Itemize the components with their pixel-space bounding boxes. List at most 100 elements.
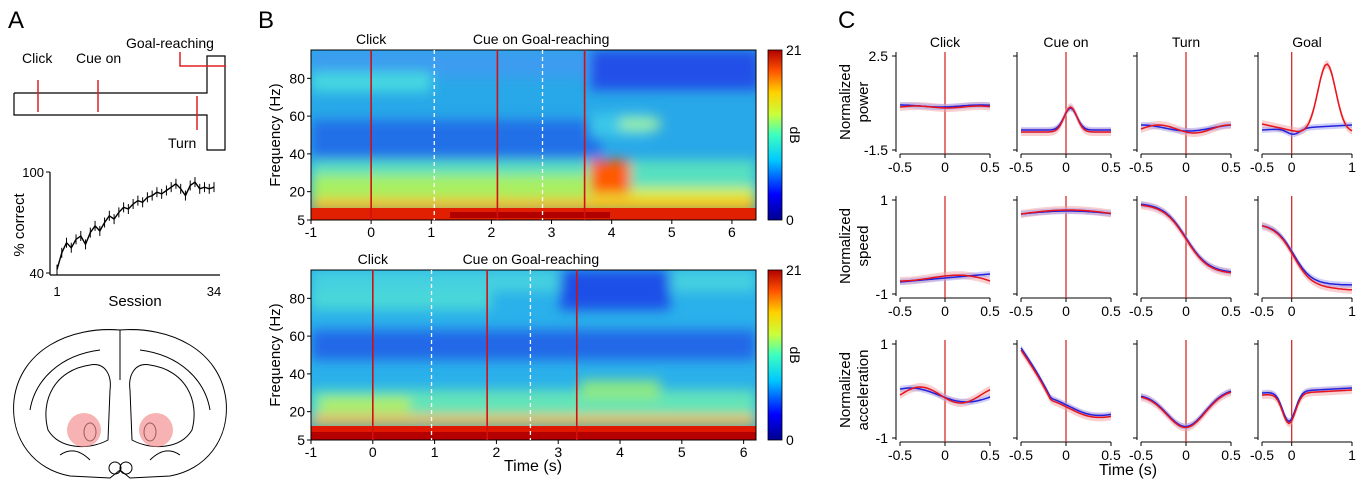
xtick-label: 0 bbox=[1288, 447, 1296, 463]
xtick-label: -0.5 bbox=[1129, 159, 1153, 175]
xtick-label: 0 bbox=[941, 303, 949, 319]
blue-ci-band bbox=[1141, 388, 1231, 430]
subplot-r2-c0: 1 -1-0.5 0 0.5 bbox=[876, 336, 1000, 463]
red-series-line bbox=[899, 105, 991, 109]
xtick-label: 0.5 bbox=[1101, 159, 1121, 175]
xtick-label: 0 bbox=[1288, 303, 1296, 319]
red-series-line bbox=[899, 386, 991, 404]
xtick-label: 2 bbox=[493, 444, 501, 460]
xtick-label: -0.5 bbox=[1129, 303, 1153, 319]
panel-a: A Click Cue on Goal-reaching Turn 100 40… bbox=[8, 7, 227, 479]
xtick-label: 0.5 bbox=[1101, 303, 1121, 319]
ylabel: Frequency (Hz) bbox=[267, 83, 284, 186]
row-label-line2: speed bbox=[855, 226, 872, 267]
lc-xtick-first: 1 bbox=[53, 284, 60, 299]
lc-ytick-bottom: 40 bbox=[30, 266, 44, 281]
maze-label-cue: Cue on bbox=[76, 50, 121, 66]
subplot-r0-c1: -0.5 0 0.5 bbox=[1009, 52, 1121, 175]
xtick-label: 3 bbox=[548, 224, 556, 240]
subplot-r1-c2: -0.5 0 0.5 bbox=[1129, 196, 1241, 319]
xtick-label: 5 bbox=[678, 444, 686, 460]
xtick-label: 1 bbox=[431, 444, 439, 460]
xtick-label: 0 bbox=[1182, 303, 1190, 319]
subplot-r0-c0: 2.5 -1.5-0.5 0 0.5 bbox=[864, 48, 1000, 175]
colorbar-min: 0 bbox=[786, 432, 794, 448]
xtick-label: 0.5 bbox=[980, 159, 1000, 175]
subplot-r0-c3: -0.5 0 1 bbox=[1250, 52, 1356, 175]
colorbar-max: 21 bbox=[786, 262, 802, 278]
ytick-label: 40 bbox=[289, 366, 305, 382]
xtick-label: 5 bbox=[668, 224, 676, 240]
colorbar bbox=[767, 269, 783, 441]
xtick-label: 0 bbox=[369, 444, 377, 460]
panel-b-letter: B bbox=[258, 7, 274, 34]
learning-curve: 100 40 1 34 Session % correct bbox=[11, 165, 221, 310]
maze-label-goal: Goal-reaching bbox=[126, 35, 214, 51]
xtick-label: 1 bbox=[1348, 303, 1356, 319]
xtick-label: 0 bbox=[1062, 303, 1070, 319]
panel-b: B bbox=[258, 7, 803, 475]
xtick-label: -0.5 bbox=[1009, 447, 1033, 463]
ytick-top: 1 bbox=[880, 192, 888, 208]
row-label-line1: Normalized bbox=[837, 208, 854, 284]
xtick-label: 0 bbox=[1062, 447, 1070, 463]
subplot-r1-c1: -0.5 0 0.5 bbox=[1009, 196, 1121, 319]
red-series-line bbox=[1020, 349, 1112, 419]
ytick-label: 20 bbox=[289, 184, 305, 200]
column-header: Click bbox=[930, 34, 961, 50]
xtick-label: -0.5 bbox=[1009, 303, 1033, 319]
red-series-line bbox=[1140, 204, 1232, 274]
maze-diagram bbox=[13, 52, 226, 151]
xtick-label: -0.5 bbox=[888, 159, 912, 175]
xtick-label: 6 bbox=[728, 224, 736, 240]
xtick-label: 0.5 bbox=[980, 447, 1000, 463]
xtick-label: 0.5 bbox=[1221, 303, 1241, 319]
event-label: Goal-reaching bbox=[521, 31, 609, 47]
red-series-line bbox=[1261, 63, 1353, 133]
row-label-line1: Normalized bbox=[837, 64, 854, 140]
panel-c-letter: C bbox=[838, 7, 855, 34]
row-label-line1: Normalized bbox=[837, 352, 854, 428]
xtick-label: 2 bbox=[488, 224, 496, 240]
ytick-bottom: -1.5 bbox=[864, 142, 888, 158]
subplot-r1-c3: -0.5 0 1 bbox=[1250, 196, 1356, 319]
column-header: Cue on bbox=[1043, 34, 1088, 50]
maze-label-turn: Turn bbox=[168, 135, 196, 151]
red-series-line bbox=[1021, 106, 1111, 133]
event-label: Cue on bbox=[463, 251, 508, 267]
xtick-label: 0 bbox=[367, 224, 375, 240]
xtick-label: -0.5 bbox=[1129, 447, 1153, 463]
colorbar-label: dB bbox=[787, 126, 803, 143]
blue-ci-band bbox=[1021, 345, 1111, 419]
ytick-bottom: -1 bbox=[876, 286, 889, 302]
colorbar bbox=[767, 49, 783, 221]
ytick-top: 1 bbox=[880, 336, 888, 352]
xtick-label: 3 bbox=[554, 444, 562, 460]
xtick-label: 1 bbox=[427, 224, 435, 240]
maze-label-click: Click bbox=[22, 50, 53, 66]
xtick-label: 0.5 bbox=[980, 303, 1000, 319]
colorbar-max: 21 bbox=[786, 42, 802, 58]
red-series-line bbox=[1140, 391, 1232, 429]
xtick-label: -0.5 bbox=[1250, 303, 1274, 319]
xtick-label: 4 bbox=[608, 224, 616, 240]
subplot-r2-c1: -0.5 0 0.5 bbox=[1009, 340, 1121, 463]
blue-ci-band bbox=[1262, 222, 1352, 288]
ytick-top: 2.5 bbox=[869, 48, 889, 64]
colorbar-min: 0 bbox=[786, 212, 794, 228]
subplot-r1-c0: 1 -1-0.5 0 0.5 bbox=[876, 192, 1000, 319]
right-target-region bbox=[139, 413, 173, 447]
subplot-r0-c2: -0.5 0 0.5 bbox=[1129, 52, 1241, 175]
blue-ci-band bbox=[900, 102, 990, 110]
lc-ytick-top: 100 bbox=[22, 165, 44, 180]
blue-series-line bbox=[1020, 347, 1112, 417]
xtick-label: 0 bbox=[1288, 159, 1296, 175]
xtick-label: 0.5 bbox=[1221, 447, 1241, 463]
red-series-line bbox=[900, 274, 991, 282]
brain-section-illustration bbox=[13, 329, 227, 479]
ytick-label: 40 bbox=[289, 146, 305, 162]
subplot-r2-c3: -0.5 0 1 bbox=[1250, 340, 1356, 463]
lc-line bbox=[56, 181, 215, 270]
